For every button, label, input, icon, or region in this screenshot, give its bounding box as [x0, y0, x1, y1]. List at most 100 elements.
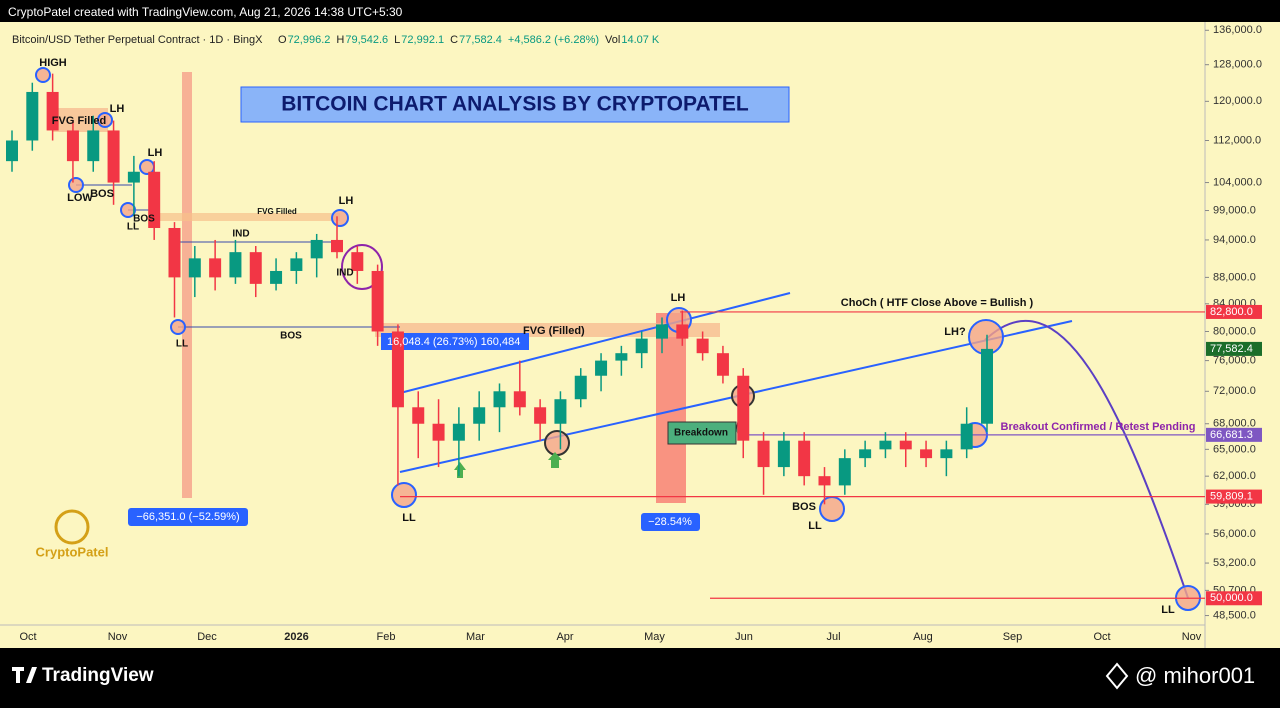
candle-body [595, 360, 608, 376]
y-tick-label: 76,000.0 [1213, 355, 1256, 367]
candle-body [757, 440, 770, 468]
symbol: Bitcoin/USD Tether Perpetual Contract · … [12, 34, 263, 46]
y-tick-label: 88,000.0 [1213, 271, 1256, 283]
ohlc-item: L [394, 34, 400, 46]
candle-body [493, 391, 506, 408]
y-tick-label: 112,000.0 [1213, 134, 1261, 146]
price-tag-label: 66,681.3 [1210, 429, 1253, 441]
y-tick-label: 104,000.0 [1213, 176, 1262, 188]
annotation: LL [176, 339, 188, 350]
measure-label-bg [381, 333, 529, 350]
candle-body [574, 375, 587, 400]
price-tag-label: 59,809.1 [1210, 490, 1253, 502]
ohlc-item: O [278, 34, 287, 46]
candle-body [168, 227, 181, 278]
candle-body [716, 353, 729, 376]
candle-body [270, 270, 283, 284]
candle-body [554, 399, 567, 424]
price-tag [1206, 489, 1262, 504]
y-tick-label: 80,000.0 [1213, 325, 1256, 337]
candle-body [899, 440, 912, 450]
candle-body [371, 270, 384, 332]
ohlc-item: 79,542.6 [345, 34, 388, 46]
ohlc-item: C [450, 34, 458, 46]
candle-body [6, 140, 18, 162]
handle: @ mihor001 [1135, 663, 1255, 688]
fvg-zone [155, 213, 340, 221]
candle-body [737, 375, 750, 441]
credit: CryptoPatel created with TradingView.com… [8, 5, 403, 19]
x-tick-label: Feb [377, 631, 396, 643]
candle-body [290, 258, 303, 271]
annotation: IND [336, 268, 353, 279]
measure-label-bg [128, 508, 248, 526]
annotation: −28.54% [648, 516, 692, 528]
x-tick-label: Jul [826, 631, 840, 643]
y-tick-label: 68,000.0 [1213, 418, 1256, 430]
candle-body [940, 449, 953, 459]
annotation: LH [148, 147, 163, 159]
x-tick-label: Nov [1182, 631, 1202, 643]
x-tick-label: Oct [19, 631, 36, 643]
x-tick-label: Jun [735, 631, 753, 643]
annotation: BOS [280, 331, 302, 342]
candle-body [798, 440, 811, 477]
annotation: IND [232, 229, 249, 240]
y-tick-label: 136,000.0 [1213, 24, 1262, 36]
annotation: LOW [67, 192, 93, 204]
measure-box [182, 72, 192, 498]
candle-body [331, 239, 343, 253]
channel-line [399, 292, 791, 394]
price-tag [1206, 591, 1262, 606]
candle-body [351, 252, 364, 271]
candle-body [635, 338, 648, 354]
x-tick-label: Aug [913, 631, 933, 643]
ohlc-item: Vol [605, 34, 620, 46]
candle-body [920, 449, 933, 459]
y-tick-label: 128,000.0 [1213, 59, 1262, 71]
price-tag-label: 77,582.4 [1210, 343, 1253, 355]
y-tick-label: 72,000.0 [1213, 385, 1256, 397]
annotation: FVG Filled [257, 207, 297, 216]
annotation: LL [1161, 604, 1175, 616]
annotation: LL [808, 520, 822, 532]
candle-body [66, 130, 79, 162]
price-tag [1206, 427, 1262, 442]
candle-body [26, 91, 39, 141]
annotation: Breakdown [674, 428, 728, 439]
brand: TradingView [42, 665, 154, 686]
ohlc-item: H [336, 34, 344, 46]
x-tick-label: 2026 [284, 631, 308, 643]
candle-body [229, 252, 242, 278]
footer [0, 648, 1280, 703]
annotation: LL [127, 222, 139, 233]
candle-body [534, 407, 547, 424]
candle-body [452, 423, 465, 441]
candle-body [432, 423, 445, 441]
x-tick-label: May [644, 631, 665, 643]
candle-body [209, 258, 222, 278]
candle-body [777, 440, 790, 468]
ellipse [341, 244, 383, 290]
price-tag-label: 82,800.0 [1210, 306, 1253, 318]
y-tick-label: 48,500.0 [1213, 609, 1256, 621]
candle-body [818, 476, 831, 486]
annotation: 16,048.4 (26.73%) 160,484 [387, 336, 520, 348]
annotation: BOS [90, 188, 114, 200]
y-tick-label: 65,000.0 [1213, 443, 1256, 455]
annotation: LH [110, 103, 125, 115]
annotation: LH [339, 195, 354, 207]
annotation: FVG (Filled) [523, 325, 585, 337]
candle-body [87, 130, 100, 162]
annotation: Breakout Confirmed / Retest Pending [1001, 421, 1196, 433]
y-tick-label: 120,000.0 [1213, 95, 1262, 107]
annotation: BOS [792, 501, 816, 513]
tv-logo [12, 667, 37, 683]
candle-body [107, 130, 120, 183]
candle-body [981, 348, 993, 424]
ohlc-item: 14.07 K [621, 34, 660, 46]
y-tick-label: 62,000.0 [1213, 470, 1256, 482]
x-tick-label: Mar [466, 631, 485, 643]
candle-body [696, 338, 709, 354]
